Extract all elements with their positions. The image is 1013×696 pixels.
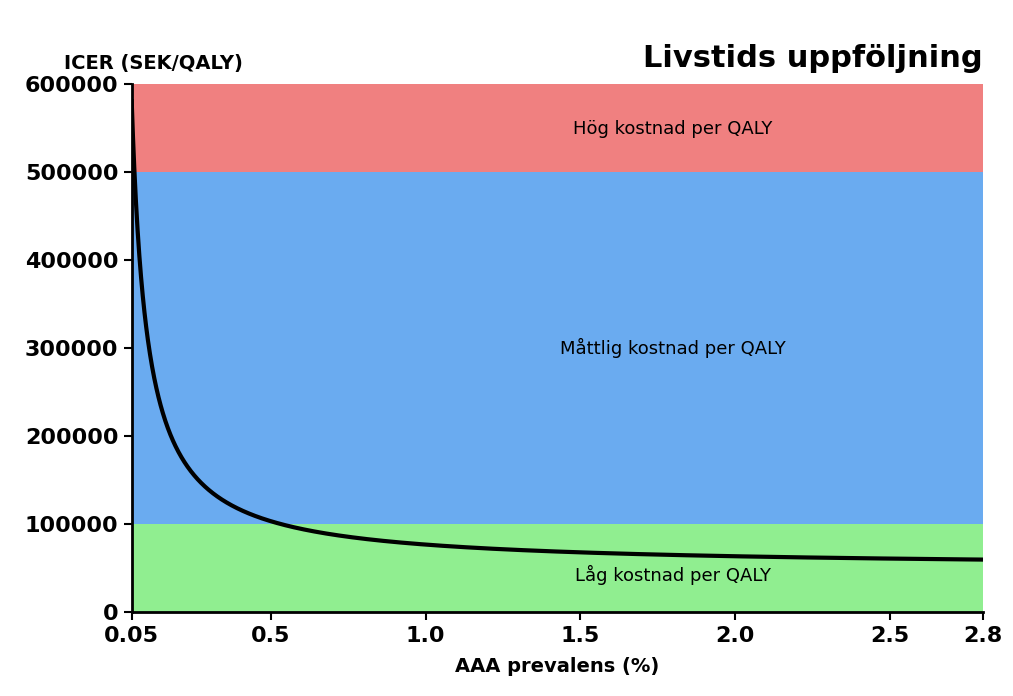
Text: Måttlig kostnad per QALY: Måttlig kostnad per QALY [560, 338, 786, 358]
Bar [132, 172, 983, 524]
Text: Hög kostnad per QALY: Hög kostnad per QALY [573, 120, 773, 139]
Bar [132, 84, 983, 172]
Bar [132, 524, 983, 612]
Text: Livstids uppföljning: Livstids uppföljning [643, 44, 983, 73]
X-axis label: AAA prevalens (%): AAA prevalens (%) [455, 657, 659, 676]
Text: Låg kostnad per QALY: Låg kostnad per QALY [575, 565, 771, 585]
Text: ICER (SEK/QALY): ICER (SEK/QALY) [64, 54, 242, 73]
